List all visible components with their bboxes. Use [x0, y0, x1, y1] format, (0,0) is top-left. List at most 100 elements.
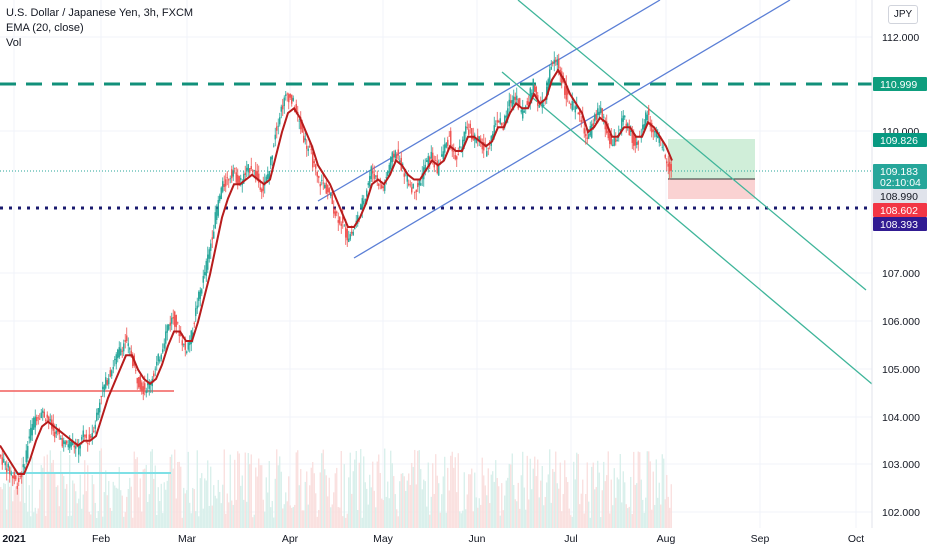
candle-body — [667, 163, 669, 167]
candle-body — [435, 160, 437, 161]
candle-body — [148, 381, 150, 389]
candle-body — [441, 154, 443, 157]
volume-bar — [579, 504, 581, 528]
volume-bar — [180, 466, 182, 528]
volume-bar — [42, 467, 44, 528]
candle-body — [25, 450, 27, 463]
volume-bar — [114, 485, 116, 528]
volume-bar — [352, 471, 354, 528]
candle-body — [327, 184, 329, 193]
volume-bar — [25, 451, 27, 528]
candle-body — [262, 184, 264, 191]
candle-body — [306, 145, 308, 149]
candle-body — [451, 148, 453, 152]
volume-bar — [346, 513, 348, 528]
grid-lines — [0, 0, 872, 528]
candle-body — [202, 276, 204, 283]
volume-bar — [445, 512, 447, 528]
candle-body — [120, 348, 122, 356]
volume-bar — [190, 513, 192, 528]
volume-bar — [423, 479, 425, 528]
volume-bar — [189, 502, 191, 528]
candle-body — [279, 117, 281, 125]
candle-body — [28, 436, 30, 439]
volume-bar — [618, 479, 620, 528]
price-axis[interactable]: 102.000 103.000 104.000 105.000 106.000 107.0… — [882, 32, 920, 519]
volume-bar — [574, 479, 576, 528]
candle-body — [592, 123, 594, 126]
candle-body — [462, 139, 464, 150]
candle-body — [384, 184, 386, 191]
candle-body — [568, 102, 570, 104]
candle-body — [112, 366, 114, 370]
candle-body — [622, 115, 624, 122]
volume-bar — [154, 465, 156, 528]
candle-body — [49, 419, 51, 421]
volume-bar — [414, 449, 416, 528]
candle-body — [325, 182, 327, 194]
candle-body — [457, 154, 459, 155]
symbol-title[interactable]: U.S. Dollar / Japanese Yen, 3h, FXCM — [6, 7, 194, 19]
volume-bar — [370, 487, 372, 528]
volume-bar — [7, 479, 9, 528]
candle-body — [481, 142, 483, 150]
candle-body — [270, 156, 272, 166]
volume-bar — [216, 498, 218, 528]
candle-body — [586, 137, 588, 139]
candle-body — [171, 317, 173, 324]
indicator-label[interactable]: EMA (20, close) — [6, 22, 84, 34]
volume-bar — [273, 517, 275, 528]
candle-body — [486, 151, 488, 157]
candle-body — [144, 383, 146, 390]
channel-lower-green[interactable] — [501, 71, 873, 385]
volume-bar — [348, 477, 350, 528]
channel-upper-green[interactable] — [517, 0, 867, 291]
volume-bar — [651, 509, 653, 528]
volume-bar — [408, 473, 410, 528]
candle-body — [324, 184, 326, 188]
currency-button[interactable]: JPY — [888, 5, 918, 24]
target-zone[interactable] — [668, 139, 755, 179]
price-tags: 110.999109.826109.18302:10:04108.990108.… — [873, 77, 927, 231]
volume-bar — [357, 510, 359, 528]
candle-body — [454, 155, 456, 160]
price-tag — [873, 164, 927, 178]
price-tag — [873, 175, 927, 189]
volume-bar — [595, 487, 597, 528]
candle-body — [376, 175, 378, 182]
stop-zone[interactable] — [668, 179, 755, 199]
volume-bar — [250, 454, 252, 528]
candle-body — [87, 443, 89, 445]
candle-body — [210, 243, 212, 251]
volume-bar — [549, 449, 551, 528]
volume-bar — [615, 497, 617, 528]
volume-bar — [255, 467, 257, 528]
candle-body — [315, 164, 317, 169]
volume-bar — [621, 502, 623, 528]
volume-bar — [13, 489, 15, 528]
y-tick-label: 106.000 — [882, 316, 920, 328]
volume-bar — [133, 451, 135, 528]
candle-body — [654, 131, 656, 133]
volume-bar — [340, 451, 342, 528]
volume-bar — [169, 456, 171, 528]
channel-lower-blue[interactable] — [353, 0, 791, 259]
candle-body — [142, 386, 144, 395]
volume-bar — [111, 510, 113, 528]
candle-body — [261, 188, 263, 193]
volume-bar — [639, 452, 641, 528]
candle-body — [381, 184, 383, 189]
volume-label[interactable]: Vol — [6, 37, 22, 49]
candle-body — [342, 216, 344, 223]
candle-body — [94, 424, 96, 429]
time-axis[interactable]: 2021 Feb Mar Apr May Jun Jul Aug Sep Oct — [2, 533, 864, 545]
candle-body — [199, 290, 201, 299]
volume-bar — [195, 511, 197, 528]
channel-upper-blue[interactable] — [317, 0, 661, 202]
volume-bar — [588, 501, 590, 528]
candle-body — [598, 111, 600, 116]
volume-bar — [217, 479, 219, 528]
volume-bar — [510, 464, 512, 528]
candle-body — [645, 112, 647, 128]
